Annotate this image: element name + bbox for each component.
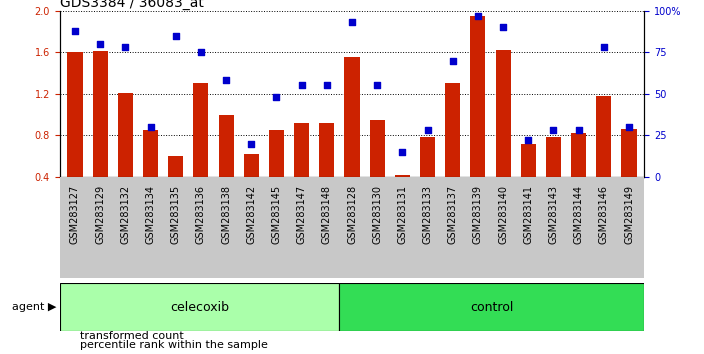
Text: GSM283148: GSM283148 xyxy=(322,185,332,244)
Bar xyxy=(420,137,435,218)
Point xyxy=(170,33,182,39)
Point xyxy=(94,41,106,47)
Text: GSM283145: GSM283145 xyxy=(272,185,282,244)
Bar xyxy=(546,137,561,218)
Point xyxy=(220,78,232,83)
Point xyxy=(246,141,257,147)
Text: celecoxib: celecoxib xyxy=(170,301,229,314)
Bar xyxy=(68,52,82,218)
Bar xyxy=(571,133,586,218)
Bar xyxy=(596,96,611,218)
Bar xyxy=(622,129,636,218)
Bar xyxy=(344,57,360,218)
Bar xyxy=(294,123,309,218)
Point xyxy=(422,127,433,133)
Point xyxy=(195,50,206,55)
Bar xyxy=(269,130,284,218)
Bar xyxy=(93,51,108,218)
Text: GSM283136: GSM283136 xyxy=(196,185,206,244)
Point xyxy=(271,94,282,100)
Point xyxy=(573,127,584,133)
Bar xyxy=(395,175,410,218)
Text: percentile rank within the sample: percentile rank within the sample xyxy=(80,340,268,350)
Point xyxy=(548,127,559,133)
Bar xyxy=(244,154,259,218)
Point xyxy=(372,82,383,88)
Text: GSM283132: GSM283132 xyxy=(120,185,130,244)
Text: control: control xyxy=(470,301,513,314)
Text: GSM283144: GSM283144 xyxy=(574,185,584,244)
Text: GSM283135: GSM283135 xyxy=(170,185,181,244)
Text: GSM283141: GSM283141 xyxy=(523,185,534,244)
Bar xyxy=(143,130,158,218)
Point xyxy=(624,124,635,130)
Bar xyxy=(370,120,385,218)
Bar xyxy=(521,144,536,218)
Text: GSM283138: GSM283138 xyxy=(221,185,231,244)
Text: GSM283142: GSM283142 xyxy=(246,185,256,244)
Bar xyxy=(339,283,644,331)
Text: GDS3384 / 36083_at: GDS3384 / 36083_at xyxy=(60,0,203,10)
Text: GSM283147: GSM283147 xyxy=(296,185,307,244)
Bar xyxy=(194,84,208,218)
Point xyxy=(69,28,80,33)
Text: GSM283131: GSM283131 xyxy=(397,185,408,244)
Text: GSM283133: GSM283133 xyxy=(422,185,432,244)
Text: agent ▶: agent ▶ xyxy=(12,302,56,312)
Point xyxy=(522,138,534,143)
Bar xyxy=(118,93,133,218)
Text: GSM283130: GSM283130 xyxy=(372,185,382,244)
Bar xyxy=(319,123,334,218)
Text: GSM283149: GSM283149 xyxy=(624,185,634,244)
Point xyxy=(598,44,610,50)
Bar xyxy=(168,156,183,218)
Text: GSM283143: GSM283143 xyxy=(548,185,558,244)
Text: GSM283137: GSM283137 xyxy=(448,185,458,244)
Point xyxy=(321,82,332,88)
Text: GSM283128: GSM283128 xyxy=(347,185,357,244)
Text: GSM283134: GSM283134 xyxy=(146,185,156,244)
Bar xyxy=(60,283,339,331)
Point xyxy=(498,24,509,30)
Text: transformed count: transformed count xyxy=(80,331,183,341)
Point xyxy=(296,82,307,88)
Bar xyxy=(496,50,510,218)
Point xyxy=(120,44,131,50)
Point xyxy=(447,58,458,63)
Point xyxy=(145,124,156,130)
Bar xyxy=(445,84,460,218)
Text: GSM283140: GSM283140 xyxy=(498,185,508,244)
Text: GSM283139: GSM283139 xyxy=(473,185,483,244)
Point xyxy=(472,13,484,18)
Text: GSM283146: GSM283146 xyxy=(599,185,609,244)
Text: GSM283129: GSM283129 xyxy=(95,185,105,244)
Point xyxy=(346,19,358,25)
Bar xyxy=(218,115,234,218)
Text: GSM283127: GSM283127 xyxy=(70,185,80,244)
Point xyxy=(397,149,408,155)
Bar xyxy=(470,16,486,218)
